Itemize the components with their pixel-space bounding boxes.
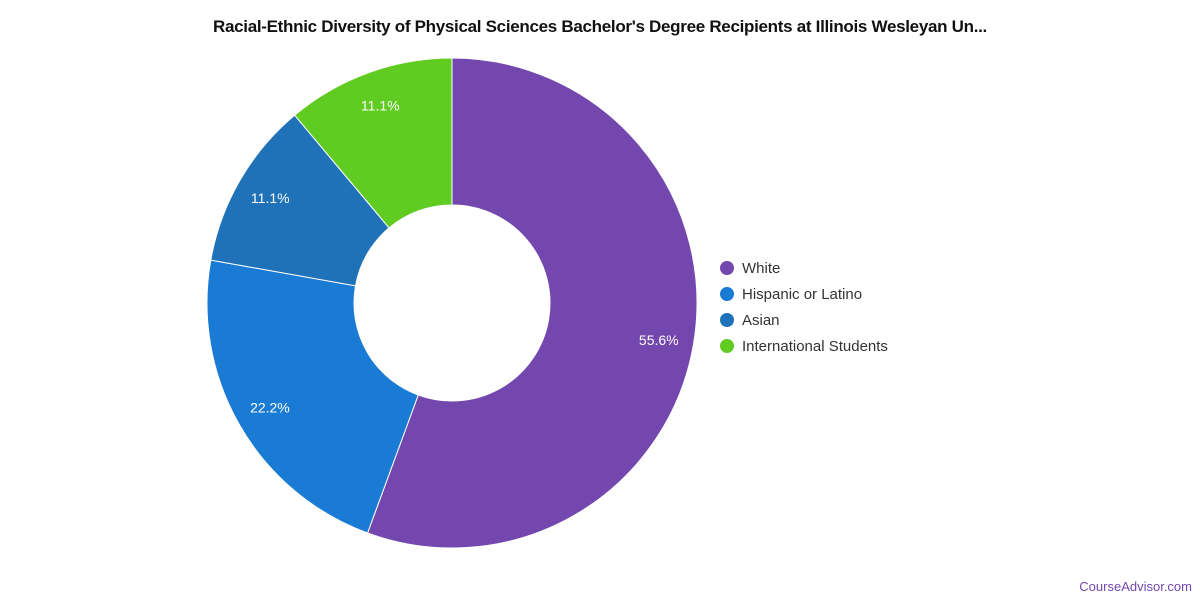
data-label: 22.2%	[250, 400, 290, 416]
legend-item[interactable]: International Students	[720, 333, 888, 359]
legend-item[interactable]: White	[720, 255, 888, 281]
legend: White Hispanic or Latino Asian Internationa…	[720, 255, 888, 359]
legend-swatch	[720, 261, 734, 275]
slice-hispanic-or-latino[interactable]	[206, 259, 419, 534]
legend-item[interactable]: Hispanic or Latino	[720, 281, 888, 307]
data-label: 11.1%	[251, 190, 290, 206]
slice-asian[interactable]	[210, 114, 390, 287]
chart-title: Racial-Ethnic Diversity of Physical Scie…	[213, 17, 987, 36]
legend-swatch	[720, 339, 734, 353]
legend-label: Hispanic or Latino	[742, 285, 863, 303]
legend-item[interactable]: Asian	[720, 307, 888, 333]
legend-label: International Students	[742, 337, 888, 355]
legend-swatch	[720, 287, 734, 301]
data-label: 11.1%	[361, 98, 400, 114]
slice-white[interactable]	[366, 57, 698, 549]
data-label: 55.6%	[639, 332, 679, 348]
legend-swatch	[720, 313, 734, 327]
legend-label: Asian	[742, 311, 780, 329]
slice-international-students[interactable]	[293, 57, 453, 229]
legend-label: White	[742, 259, 781, 277]
watermark[interactable]: CourseAdvisor.com	[1079, 579, 1192, 594]
